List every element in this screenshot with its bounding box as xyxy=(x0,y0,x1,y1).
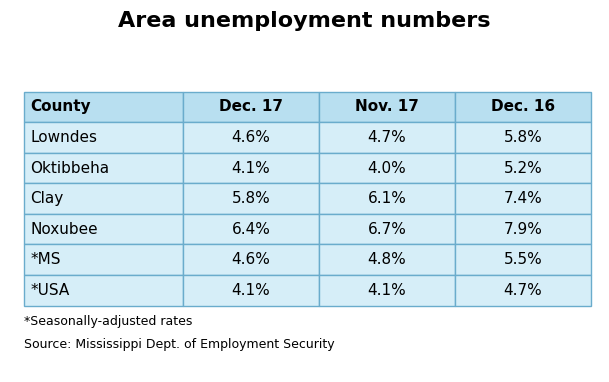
Bar xyxy=(24,122,183,153)
Bar xyxy=(183,122,319,153)
Text: 4.1%: 4.1% xyxy=(231,160,270,176)
Text: 7.9%: 7.9% xyxy=(503,222,542,237)
Text: 5.8%: 5.8% xyxy=(231,191,270,206)
Bar xyxy=(455,153,591,183)
Text: 4.1%: 4.1% xyxy=(367,283,406,298)
Bar xyxy=(455,214,591,244)
Bar xyxy=(183,92,319,122)
Text: Oktibbeha: Oktibbeha xyxy=(30,160,110,176)
Bar xyxy=(183,275,319,306)
Text: 4.6%: 4.6% xyxy=(231,252,270,267)
Bar xyxy=(319,214,455,244)
Text: 7.4%: 7.4% xyxy=(504,191,542,206)
Text: County: County xyxy=(30,99,91,115)
Text: 4.8%: 4.8% xyxy=(367,252,406,267)
Bar xyxy=(455,275,591,306)
Bar xyxy=(183,153,319,183)
Bar xyxy=(319,244,455,275)
Bar xyxy=(24,275,183,306)
Text: Dec. 17: Dec. 17 xyxy=(219,99,283,115)
Bar xyxy=(455,92,591,122)
Text: Clay: Clay xyxy=(30,191,64,206)
Bar xyxy=(24,183,183,214)
Text: 4.7%: 4.7% xyxy=(367,130,406,145)
Bar xyxy=(455,244,591,275)
Bar xyxy=(183,183,319,214)
Bar xyxy=(319,183,455,214)
Text: Dec. 16: Dec. 16 xyxy=(491,99,555,115)
Text: 4.6%: 4.6% xyxy=(231,130,270,145)
Text: 4.0%: 4.0% xyxy=(367,160,406,176)
Bar xyxy=(319,122,455,153)
Text: 4.1%: 4.1% xyxy=(231,283,270,298)
Text: 6.7%: 6.7% xyxy=(367,222,406,237)
Text: *MS: *MS xyxy=(30,252,61,267)
Text: 4.7%: 4.7% xyxy=(504,283,542,298)
Bar xyxy=(183,214,319,244)
Text: Source: Mississippi Dept. of Employment Security: Source: Mississippi Dept. of Employment … xyxy=(24,338,335,351)
Text: 6.1%: 6.1% xyxy=(367,191,406,206)
Bar xyxy=(24,244,183,275)
Bar xyxy=(319,275,455,306)
Text: 5.8%: 5.8% xyxy=(504,130,542,145)
Bar xyxy=(183,244,319,275)
Text: Area unemployment numbers: Area unemployment numbers xyxy=(118,11,491,31)
Text: Lowndes: Lowndes xyxy=(30,130,97,145)
Text: *Seasonally-adjusted rates: *Seasonally-adjusted rates xyxy=(24,315,192,328)
Text: *USA: *USA xyxy=(30,283,69,298)
Bar xyxy=(24,214,183,244)
Text: 6.4%: 6.4% xyxy=(231,222,270,237)
Bar xyxy=(455,122,591,153)
Bar xyxy=(319,153,455,183)
Bar xyxy=(455,183,591,214)
Bar xyxy=(24,92,183,122)
Bar xyxy=(319,92,455,122)
Text: 5.5%: 5.5% xyxy=(504,252,542,267)
Bar xyxy=(24,153,183,183)
Text: 5.2%: 5.2% xyxy=(504,160,542,176)
Text: Noxubee: Noxubee xyxy=(30,222,98,237)
Text: Nov. 17: Nov. 17 xyxy=(355,99,419,115)
